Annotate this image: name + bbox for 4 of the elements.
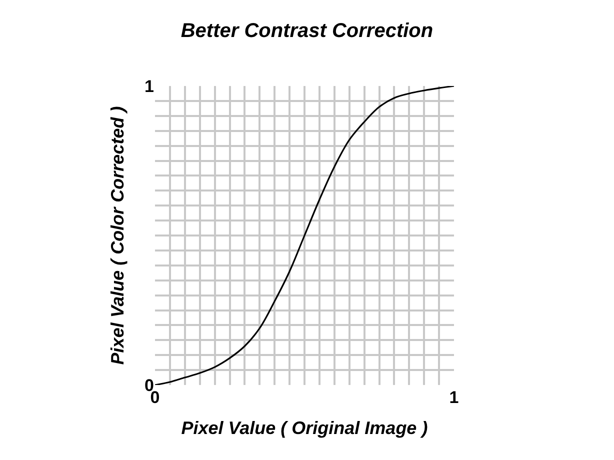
line-series	[155, 86, 454, 385]
x-axis-title: Pixel Value ( Original Image )	[181, 418, 428, 438]
chart-title: Better Contrast Correction	[180, 20, 434, 42]
y-axis-title: Pixel Value ( Color Corrected )	[108, 106, 128, 365]
